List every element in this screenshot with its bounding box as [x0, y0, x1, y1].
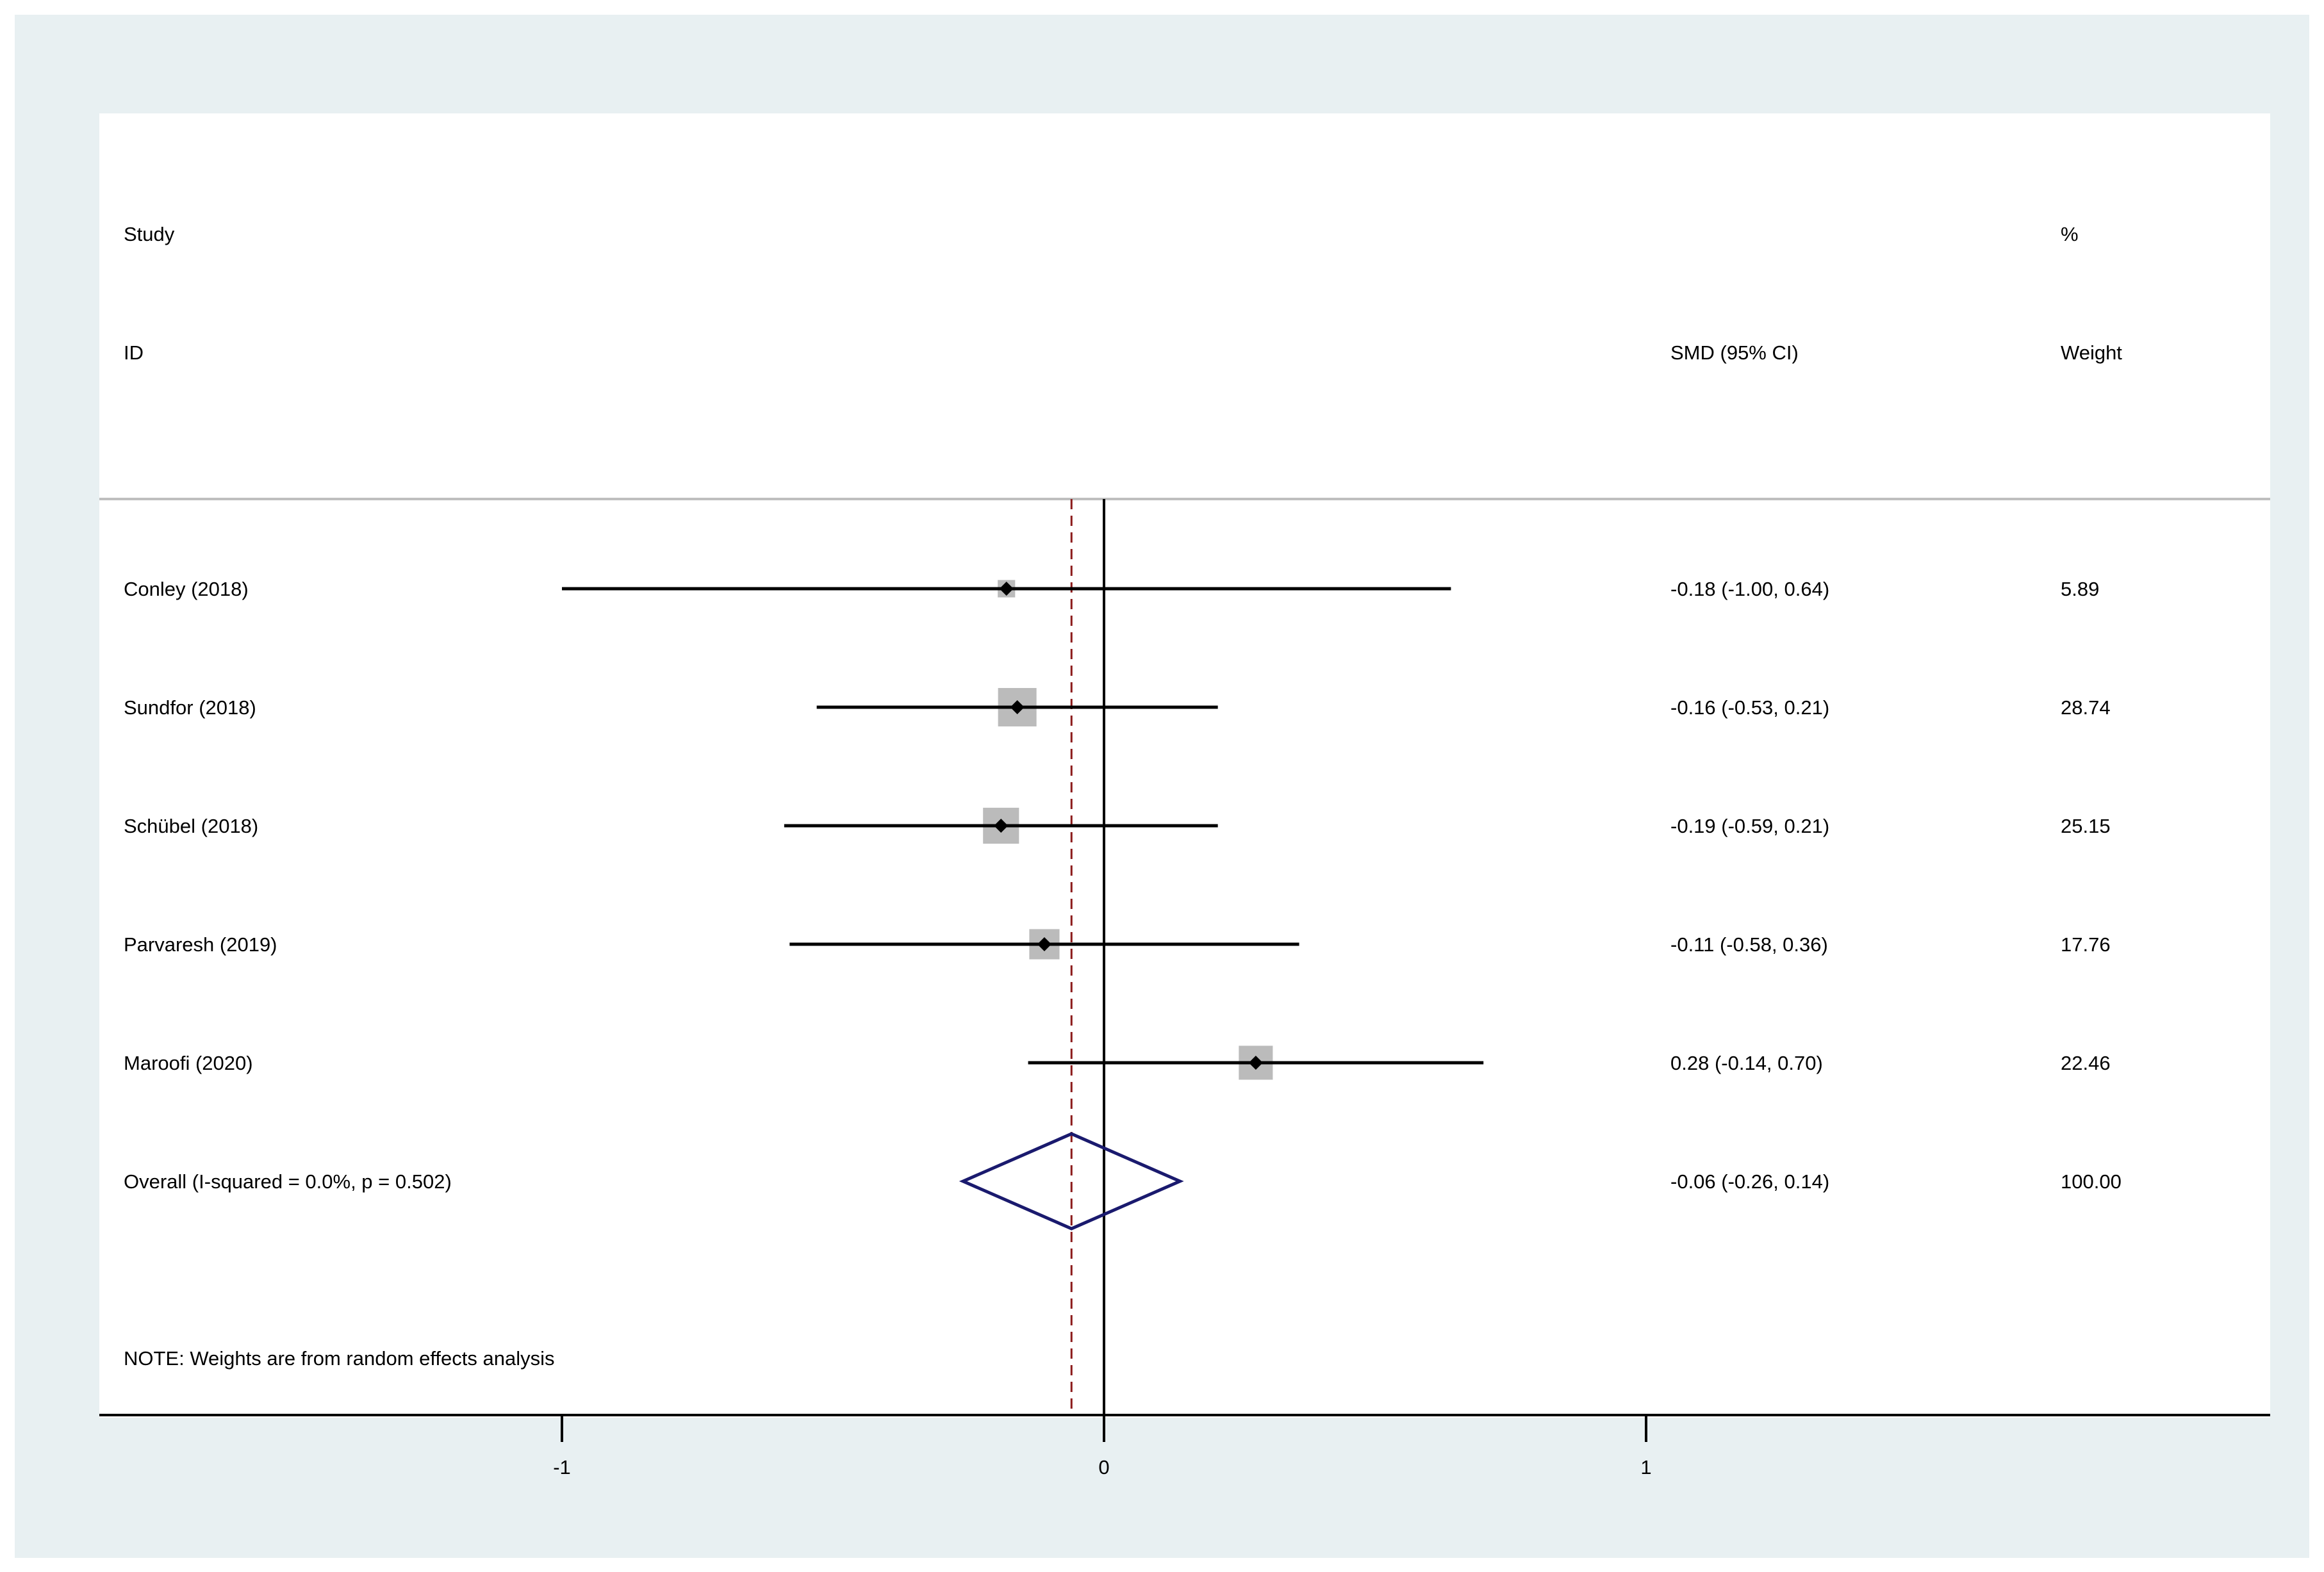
study-ci-text: -0.18 (-1.00, 0.64)	[1670, 578, 1829, 600]
point-estimate	[1037, 937, 1051, 951]
study-label: Sundfor (2018)	[124, 696, 256, 719]
study-ci-text: 0.28 (-0.14, 0.70)	[1670, 1052, 1823, 1074]
header-effect: SMD (95% CI)	[1670, 341, 1799, 364]
overall-diamond	[959, 1132, 1184, 1231]
study-label: Parvaresh (2019)	[124, 933, 277, 956]
plot-area: Study ID SMD (95% CI) % Weight Conley (2…	[99, 113, 2270, 1418]
point-estimate	[994, 819, 1009, 833]
overall-label: Overall (I-squared = 0.0%, p = 0.502)	[124, 1170, 452, 1193]
study-label: Schübel (2018)	[124, 815, 258, 837]
study-weight-text: 17.76	[2061, 933, 2111, 956]
study-ci-text: -0.16 (-0.53, 0.21)	[1670, 696, 1829, 719]
marks-layer: Conley (2018) -0.18 (-1.00, 0.64) 5.89 Sund…	[124, 499, 2122, 1415]
chart-background: Study ID SMD (95% CI) % Weight Conley (2…	[15, 15, 2309, 1558]
x-tick-label: 0	[1098, 1456, 1109, 1478]
x-tick-label: -1	[553, 1456, 571, 1478]
point-estimate	[1010, 700, 1025, 714]
point-estimate	[1248, 1056, 1263, 1070]
header-percent: %	[2061, 223, 2079, 245]
note-text: NOTE: Weights are from random effects an…	[124, 1347, 555, 1370]
study-weight-text: 25.15	[2061, 815, 2111, 837]
study-weight-text: 5.89	[2061, 578, 2099, 600]
header-id: ID	[124, 341, 144, 364]
study-weight-text: 28.74	[2061, 696, 2111, 719]
study-label: Maroofi (2020)	[124, 1052, 253, 1074]
header-study: Study	[124, 223, 175, 245]
overall-weight-text: 100.00	[2061, 1170, 2122, 1193]
overall-ci-text: -0.06 (-0.26, 0.14)	[1670, 1170, 1829, 1193]
study-label: Conley (2018)	[124, 578, 249, 600]
header-weight: Weight	[2061, 341, 2122, 364]
study-weight-text: 22.46	[2061, 1052, 2111, 1074]
study-ci-text: -0.11 (-0.58, 0.36)	[1670, 933, 1828, 956]
point-estimate	[999, 582, 1014, 596]
forest-plot: Study ID SMD (95% CI) % Weight Conley (2…	[99, 223, 2270, 1416]
x-tick-label: 1	[1640, 1456, 1651, 1478]
study-ci-text: -0.19 (-0.59, 0.21)	[1670, 815, 1829, 837]
